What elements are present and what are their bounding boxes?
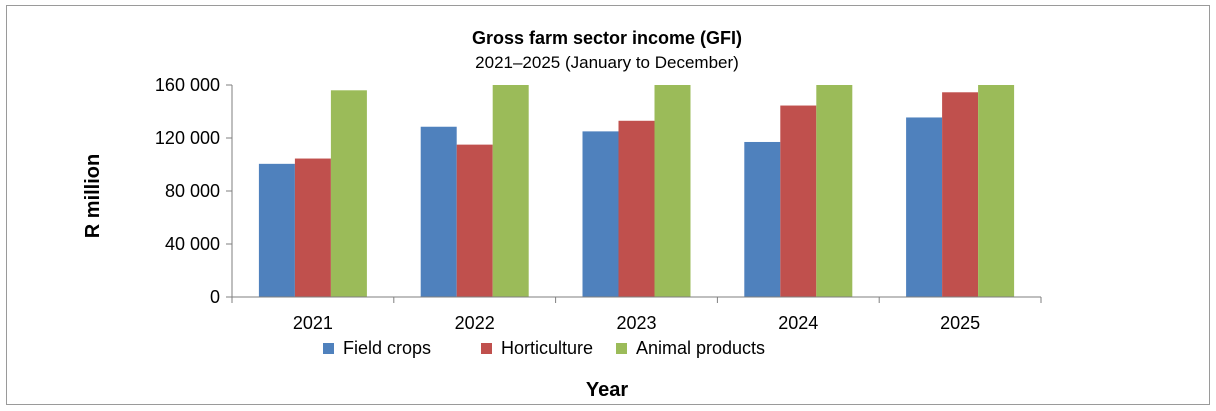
y-tick-label: 40 000 (165, 234, 220, 254)
y-tick-label: 120 000 (155, 128, 220, 148)
bar-animal-products-2022 (492, 85, 529, 297)
bar-animal-products-2024 (816, 85, 853, 297)
bar-horticulture-2023 (618, 120, 655, 298)
y-tick-label: 160 000 (155, 75, 220, 95)
legend-label-animal-products: Animal products (636, 338, 765, 358)
legend-swatch-horticulture (481, 343, 492, 354)
legend-swatch-field-crops (323, 343, 334, 354)
legend: Field crops Horticulture Animal products (323, 338, 765, 358)
bar-field-crops-2022 (420, 126, 457, 297)
x-tick-label: 2021 (293, 313, 333, 333)
bar-animal-products-2025 (978, 85, 1015, 297)
bar-horticulture-2025 (942, 92, 979, 297)
x-axis-title: Year (586, 379, 628, 401)
bar-horticulture-2024 (780, 105, 817, 297)
x-tick-label: 2022 (455, 313, 495, 333)
gfi-bar-chart: Gross farm sector income (GFI) 2021–2025… (82, 28, 1042, 401)
bar-animal-products-2023 (654, 85, 691, 297)
legend-swatch-animal-products (616, 343, 627, 354)
y-tick-label: 0 (210, 287, 220, 307)
bar-animal-products-2021 (330, 90, 367, 297)
chart-frame: Gross farm sector income (GFI) 2021–2025… (6, 5, 1210, 405)
x-tick-label: 2025 (940, 313, 980, 333)
bar-field-crops-2021 (258, 163, 295, 297)
chart-title: Gross farm sector income (GFI) (472, 28, 742, 48)
bar-field-crops-2024 (744, 141, 781, 297)
bar-horticulture-2022 (456, 144, 493, 297)
bar-horticulture-2021 (294, 158, 331, 297)
y-axis-title: R million (82, 154, 104, 238)
bar-field-crops-2023 (582, 131, 619, 297)
x-tick-label: 2024 (778, 313, 818, 333)
legend-label-field-crops: Field crops (343, 338, 431, 358)
legend-label-horticulture: Horticulture (501, 338, 593, 358)
x-tick-label: 2023 (616, 313, 656, 333)
y-tick-label: 80 000 (165, 181, 220, 201)
plot-area: 0 40 000 80 000 120 000 160 000 2021 2022 2023 2… (155, 75, 1042, 333)
chart-subtitle: 2021–2025 (January to December) (475, 53, 739, 72)
bar-field-crops-2025 (906, 117, 943, 298)
